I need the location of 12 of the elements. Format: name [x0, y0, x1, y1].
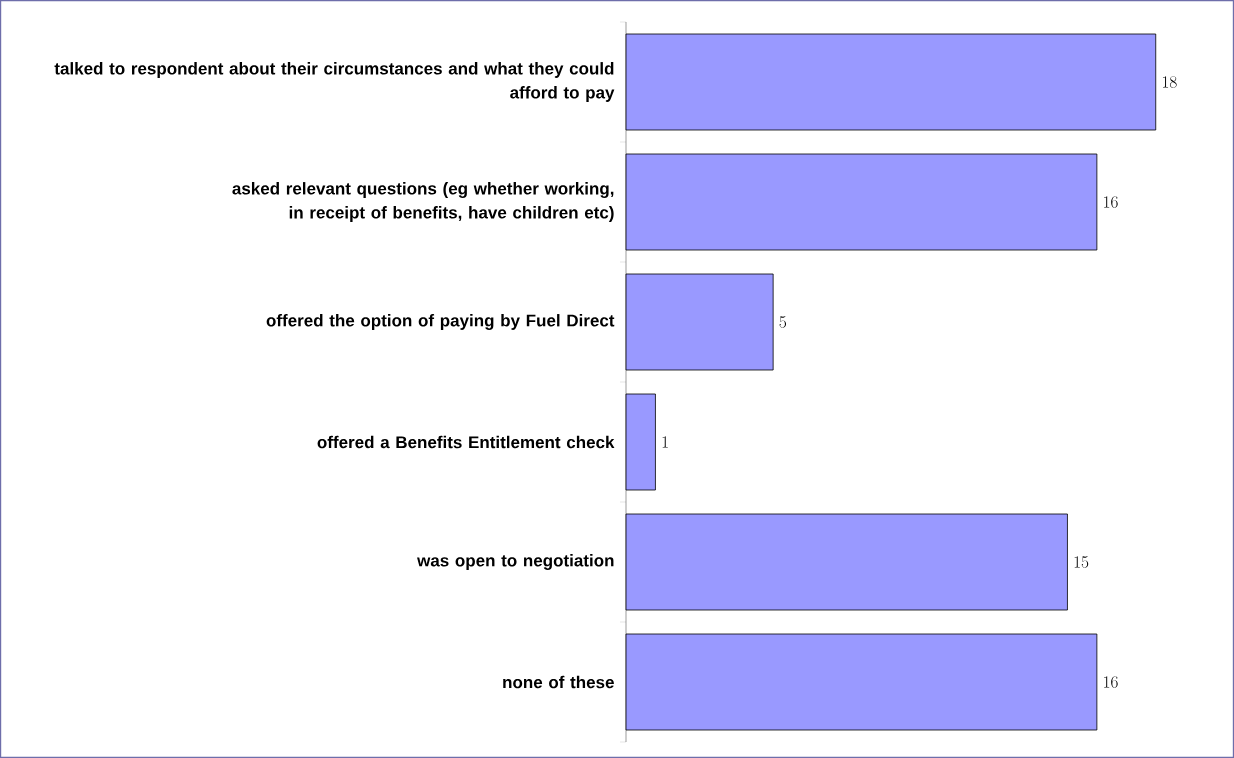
data-label: 16: [1104, 196, 1118, 208]
data-label: 16: [1104, 676, 1118, 688]
y-tick-label: was open to negotiation: [417, 554, 614, 570]
y-tick-label: asked relevant questions (eg whether working, in receipt of benefits, have children etc): [232, 182, 614, 222]
data-label: 1: [662, 436, 668, 448]
data-label: 15: [1074, 556, 1089, 568]
y-tick-label: offered a Benefits Entitlement check: [317, 435, 615, 449]
data-label: 5: [779, 316, 787, 328]
y-tick-label: offered the option of paying by Fuel Direct: [266, 314, 615, 330]
y-tick-label: none of these: [503, 675, 614, 689]
y-tick-label: talked to respondent about their circumstances and what they could afford to pay: [54, 62, 615, 102]
data-label: 18: [1162, 76, 1177, 88]
